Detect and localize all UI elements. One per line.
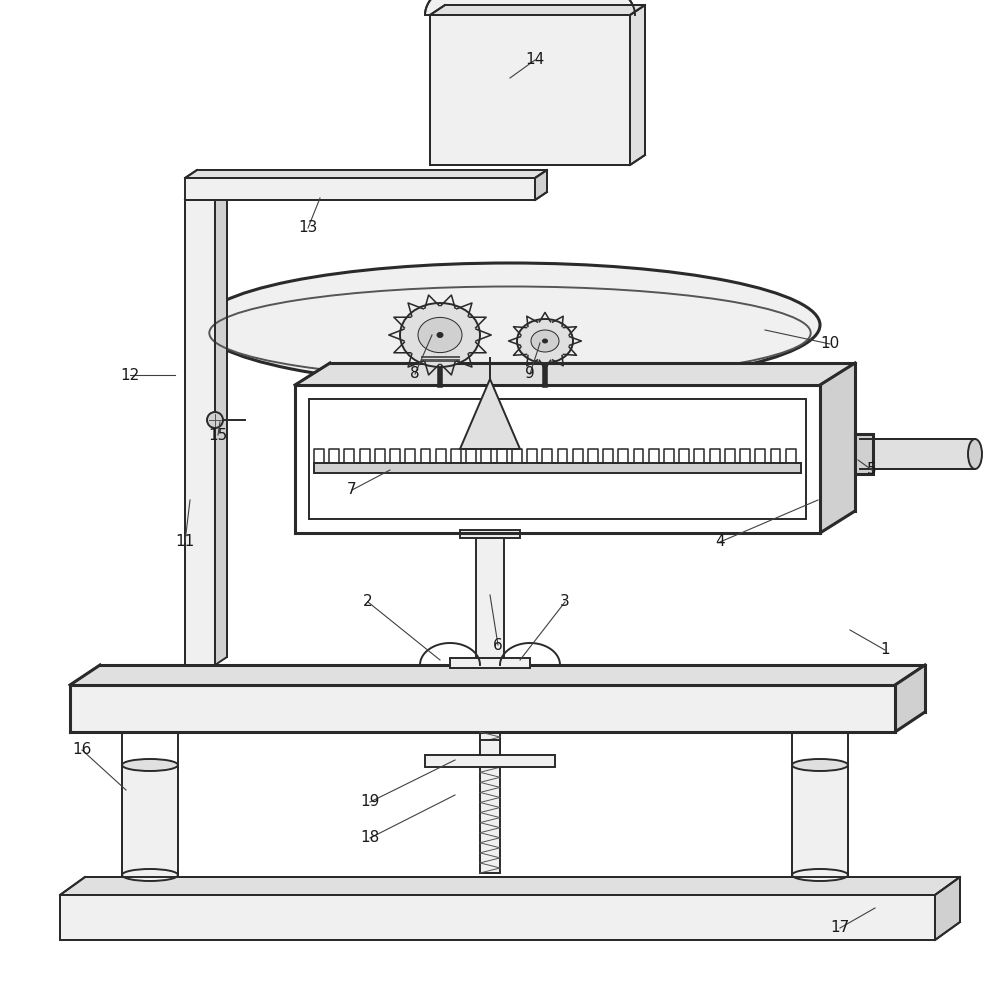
Text: 7: 7 xyxy=(347,482,357,498)
Bar xyxy=(855,434,873,474)
Ellipse shape xyxy=(437,333,443,338)
Polygon shape xyxy=(820,363,855,533)
Ellipse shape xyxy=(542,339,548,343)
Ellipse shape xyxy=(122,869,178,881)
Text: 5: 5 xyxy=(867,462,877,477)
Polygon shape xyxy=(295,363,855,385)
Polygon shape xyxy=(70,665,925,685)
Ellipse shape xyxy=(200,263,820,387)
Ellipse shape xyxy=(418,347,462,363)
Polygon shape xyxy=(895,665,925,732)
Bar xyxy=(309,399,806,519)
Text: 9: 9 xyxy=(525,366,535,381)
Text: 10: 10 xyxy=(820,337,840,351)
Polygon shape xyxy=(430,5,645,15)
Bar xyxy=(792,765,848,875)
Ellipse shape xyxy=(792,759,848,771)
Bar xyxy=(480,732,500,873)
Text: 12: 12 xyxy=(120,367,140,382)
Bar xyxy=(185,200,215,665)
Polygon shape xyxy=(425,0,635,15)
Bar xyxy=(314,463,801,473)
Bar xyxy=(460,530,520,538)
Bar xyxy=(480,740,500,755)
Polygon shape xyxy=(630,5,645,165)
Text: 1: 1 xyxy=(880,643,890,657)
Bar xyxy=(185,178,535,200)
Text: 18: 18 xyxy=(360,831,380,845)
Polygon shape xyxy=(295,385,820,533)
Ellipse shape xyxy=(400,303,480,367)
Polygon shape xyxy=(185,170,547,178)
Polygon shape xyxy=(60,895,935,940)
Ellipse shape xyxy=(122,759,178,771)
Text: 13: 13 xyxy=(298,221,318,236)
Bar xyxy=(122,765,178,875)
Bar xyxy=(476,533,504,665)
Text: 17: 17 xyxy=(830,921,850,936)
Polygon shape xyxy=(535,170,547,200)
Text: 15: 15 xyxy=(208,428,228,443)
Ellipse shape xyxy=(418,318,462,352)
Text: 6: 6 xyxy=(493,638,503,652)
Text: 8: 8 xyxy=(410,366,420,381)
Ellipse shape xyxy=(792,869,848,881)
Polygon shape xyxy=(197,192,227,657)
Bar xyxy=(860,439,975,469)
Polygon shape xyxy=(215,192,227,665)
Ellipse shape xyxy=(517,319,573,363)
Polygon shape xyxy=(60,877,960,895)
Text: 2: 2 xyxy=(363,595,373,610)
Text: 16: 16 xyxy=(72,742,92,757)
Ellipse shape xyxy=(968,439,982,469)
Bar xyxy=(425,755,555,767)
Text: 11: 11 xyxy=(175,535,195,549)
Text: 14: 14 xyxy=(525,52,545,67)
Polygon shape xyxy=(935,877,960,940)
Text: 4: 4 xyxy=(715,535,725,549)
Text: 3: 3 xyxy=(560,595,570,610)
Ellipse shape xyxy=(531,330,559,352)
Polygon shape xyxy=(460,379,520,449)
Bar xyxy=(450,658,530,668)
Polygon shape xyxy=(70,685,895,732)
Polygon shape xyxy=(185,192,227,200)
Text: 19: 19 xyxy=(360,795,380,810)
Ellipse shape xyxy=(207,412,223,428)
Polygon shape xyxy=(430,15,630,165)
Bar xyxy=(541,338,549,358)
